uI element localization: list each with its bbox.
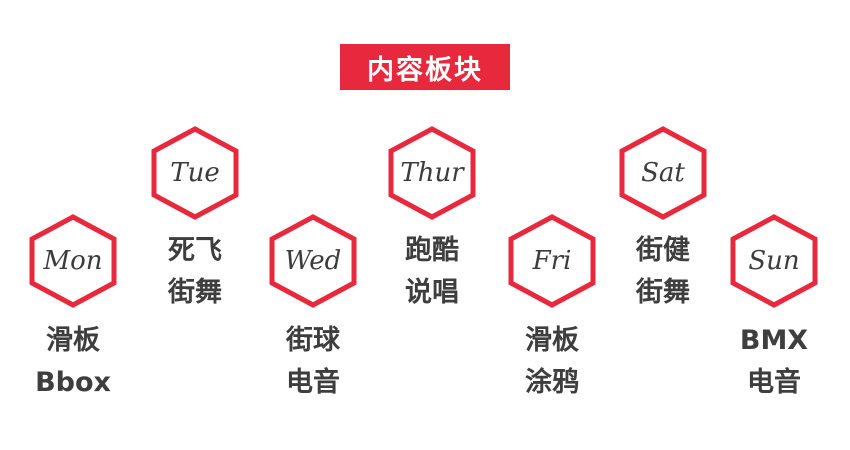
day-label: Thur (400, 158, 464, 188)
activity-list: 街健 街舞 (603, 230, 723, 314)
day-label: Fri (532, 246, 572, 276)
activity-list: 滑板 涂鸦 (492, 320, 612, 404)
day-label: Wed (284, 246, 342, 276)
section-title-badge: 内容板块 (340, 44, 510, 90)
activity-item: 街舞 (168, 277, 222, 308)
activity-list: 跑酷 说唱 (372, 230, 492, 314)
activity-item: 涂鸦 (525, 367, 579, 398)
activity-item: 说唱 (405, 277, 459, 308)
activity-item: BMX (739, 325, 809, 356)
activity-list: BMX 电音 (714, 320, 834, 404)
hexagon-icon: Sun (729, 214, 819, 308)
activity-item: 街舞 (636, 277, 690, 308)
activity-item: 死飞 (168, 235, 222, 266)
activity-item: 街健 (636, 235, 690, 266)
activity-item: 电音 (747, 367, 801, 398)
day-label: Mon (43, 246, 103, 276)
day-label: Tue (170, 158, 220, 188)
hexagon-icon: Sat (618, 126, 708, 220)
activity-list: 街球 电音 (253, 320, 373, 404)
hexagon-icon: Wed (268, 214, 358, 308)
activity-list: 滑板 Bbox (13, 320, 133, 404)
activity-item: 街球 (286, 325, 340, 356)
activity-item: 滑板 (525, 325, 579, 356)
activity-item: Bbox (35, 367, 111, 398)
activity-item: 滑板 (46, 325, 100, 356)
hexagon-icon: Tue (150, 126, 240, 220)
hexagon-icon: Fri (507, 214, 597, 308)
activity-list: 死飞 街舞 (135, 230, 255, 314)
activity-item: 跑酷 (405, 235, 459, 266)
hexagon-icon: Mon (28, 214, 118, 308)
section-title: 内容板块 (367, 54, 483, 86)
hexagon-icon: Thur (387, 126, 477, 220)
day-label: Sat (641, 158, 685, 188)
day-label: Sun (748, 246, 800, 276)
activity-item: 电音 (286, 367, 340, 398)
